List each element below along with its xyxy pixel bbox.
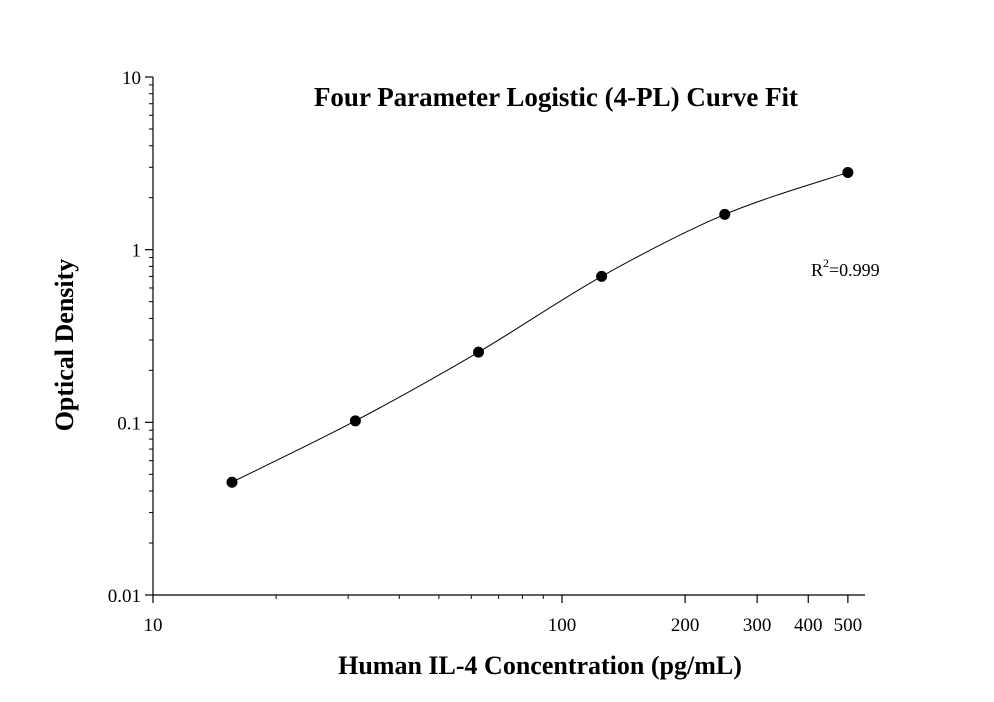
x-tick-label: 400 [794,615,823,636]
x-tick-label: 10 [144,615,163,636]
data-points [226,166,854,488]
y-ticks: 0.01 0.1 1 10 [108,68,153,607]
y-tick-label: 0.1 [117,413,141,434]
r-squared-value: =0.999 [829,260,880,280]
data-point [473,346,485,358]
x-tick-label: 200 [671,615,700,636]
data-point [349,415,361,427]
r-squared-base: R [811,260,823,280]
x-tick-label: 500 [834,615,863,636]
x-tick-label: 300 [743,615,772,636]
y-tick-label: 1 [132,241,142,262]
data-point [842,166,854,178]
r-squared-annotation: R2=0.999 [811,256,880,280]
y-tick-label: 10 [122,68,141,89]
x-tick-label: 100 [548,615,577,636]
data-point [596,270,608,282]
chart-title: Four Parameter Logistic (4-PL) Curve Fit [314,82,798,112]
r-squared-exponent: 2 [823,256,829,270]
x-axis-title: Human IL-4 Concentration (pg/mL) [338,651,742,680]
y-axis-title: Optical Density [50,259,79,432]
data-point [226,476,238,488]
x-ticks: 10 100 200 300 400 500 [144,595,863,636]
y-tick-label: 0.01 [108,586,141,607]
fit-curve [231,171,849,483]
data-point [719,208,731,220]
